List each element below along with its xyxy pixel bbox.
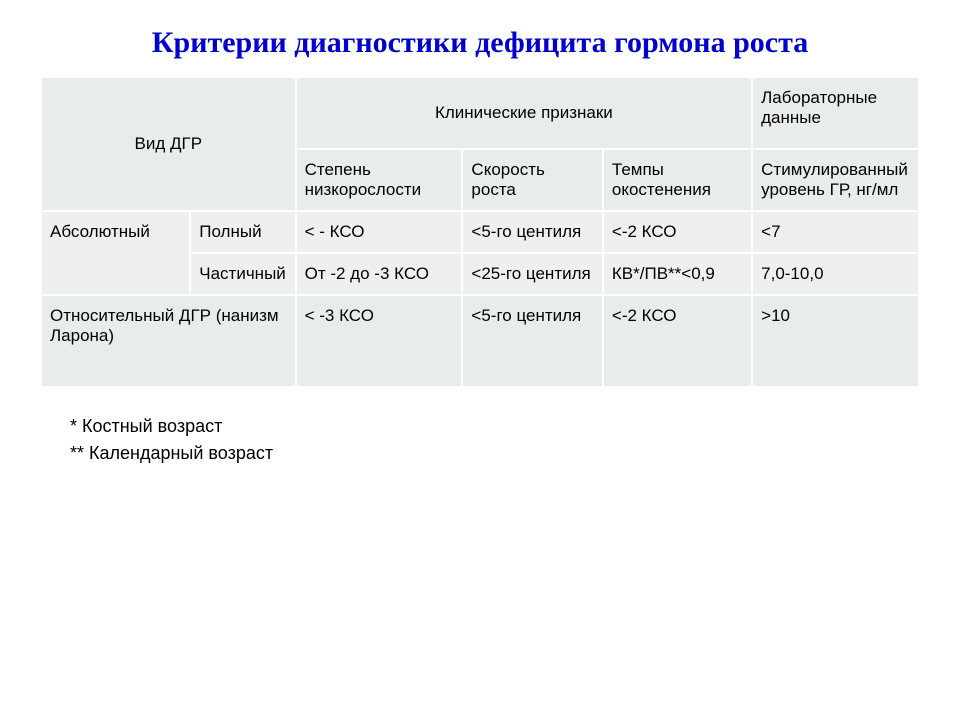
cell-r1-velocity: <5-го центиля [462, 211, 602, 253]
cell-r2-degree: От -2 до -3 КСО [296, 253, 463, 295]
footnote-2: ** Календарный возраст [70, 440, 920, 467]
footnote-1: * Костный возраст [70, 413, 920, 440]
th-stimulated: Стимулированный уровень ГР, нг/мл [752, 149, 919, 211]
header-row-1: Вид ДГР Клинические признаки Лабораторны… [41, 77, 919, 149]
cell-partial: Частичный [190, 253, 295, 295]
cell-r2-velocity: <25-го центиля [462, 253, 602, 295]
th-degree: Степень низкорослости [296, 149, 463, 211]
slide: Критерии диагностики дефицита гормона ро… [0, 0, 960, 720]
cell-r3-lab: >10 [752, 295, 919, 387]
cell-r1-lab: <7 [752, 211, 919, 253]
th-velocity: Скорость роста [462, 149, 602, 211]
cell-relative: Относительный ДГР (нанизм Ларона) [41, 295, 296, 387]
cell-r1-degree: < - КСО [296, 211, 463, 253]
cell-r2-oss: КВ*/ПВ**<0,9 [603, 253, 752, 295]
cell-r3-velocity: <5-го центиля [462, 295, 602, 387]
page-title: Критерии диагностики дефицита гормона ро… [40, 25, 920, 61]
cell-full: Полный [190, 211, 295, 253]
cell-r1-oss: <-2 КСО [603, 211, 752, 253]
th-ossification: Темпы окостенения [603, 149, 752, 211]
table-row: Абсолютный Полный < - КСО <5-го центиля … [41, 211, 919, 253]
cell-r3-oss: <-2 КСО [603, 295, 752, 387]
cell-r2-lab: 7,0-10,0 [752, 253, 919, 295]
footnotes: * Костный возраст ** Календарный возраст [40, 413, 920, 467]
cell-r3-degree: < -3 КСО [296, 295, 463, 387]
criteria-table: Вид ДГР Клинические признаки Лабораторны… [40, 76, 920, 388]
th-lab: Лабораторные данные [752, 77, 919, 149]
cell-absolute: Абсолютный [41, 211, 190, 295]
table-row: Относительный ДГР (нанизм Ларона) < -3 К… [41, 295, 919, 387]
th-type: Вид ДГР [41, 77, 296, 211]
th-clinical: Клинические признаки [296, 77, 753, 149]
